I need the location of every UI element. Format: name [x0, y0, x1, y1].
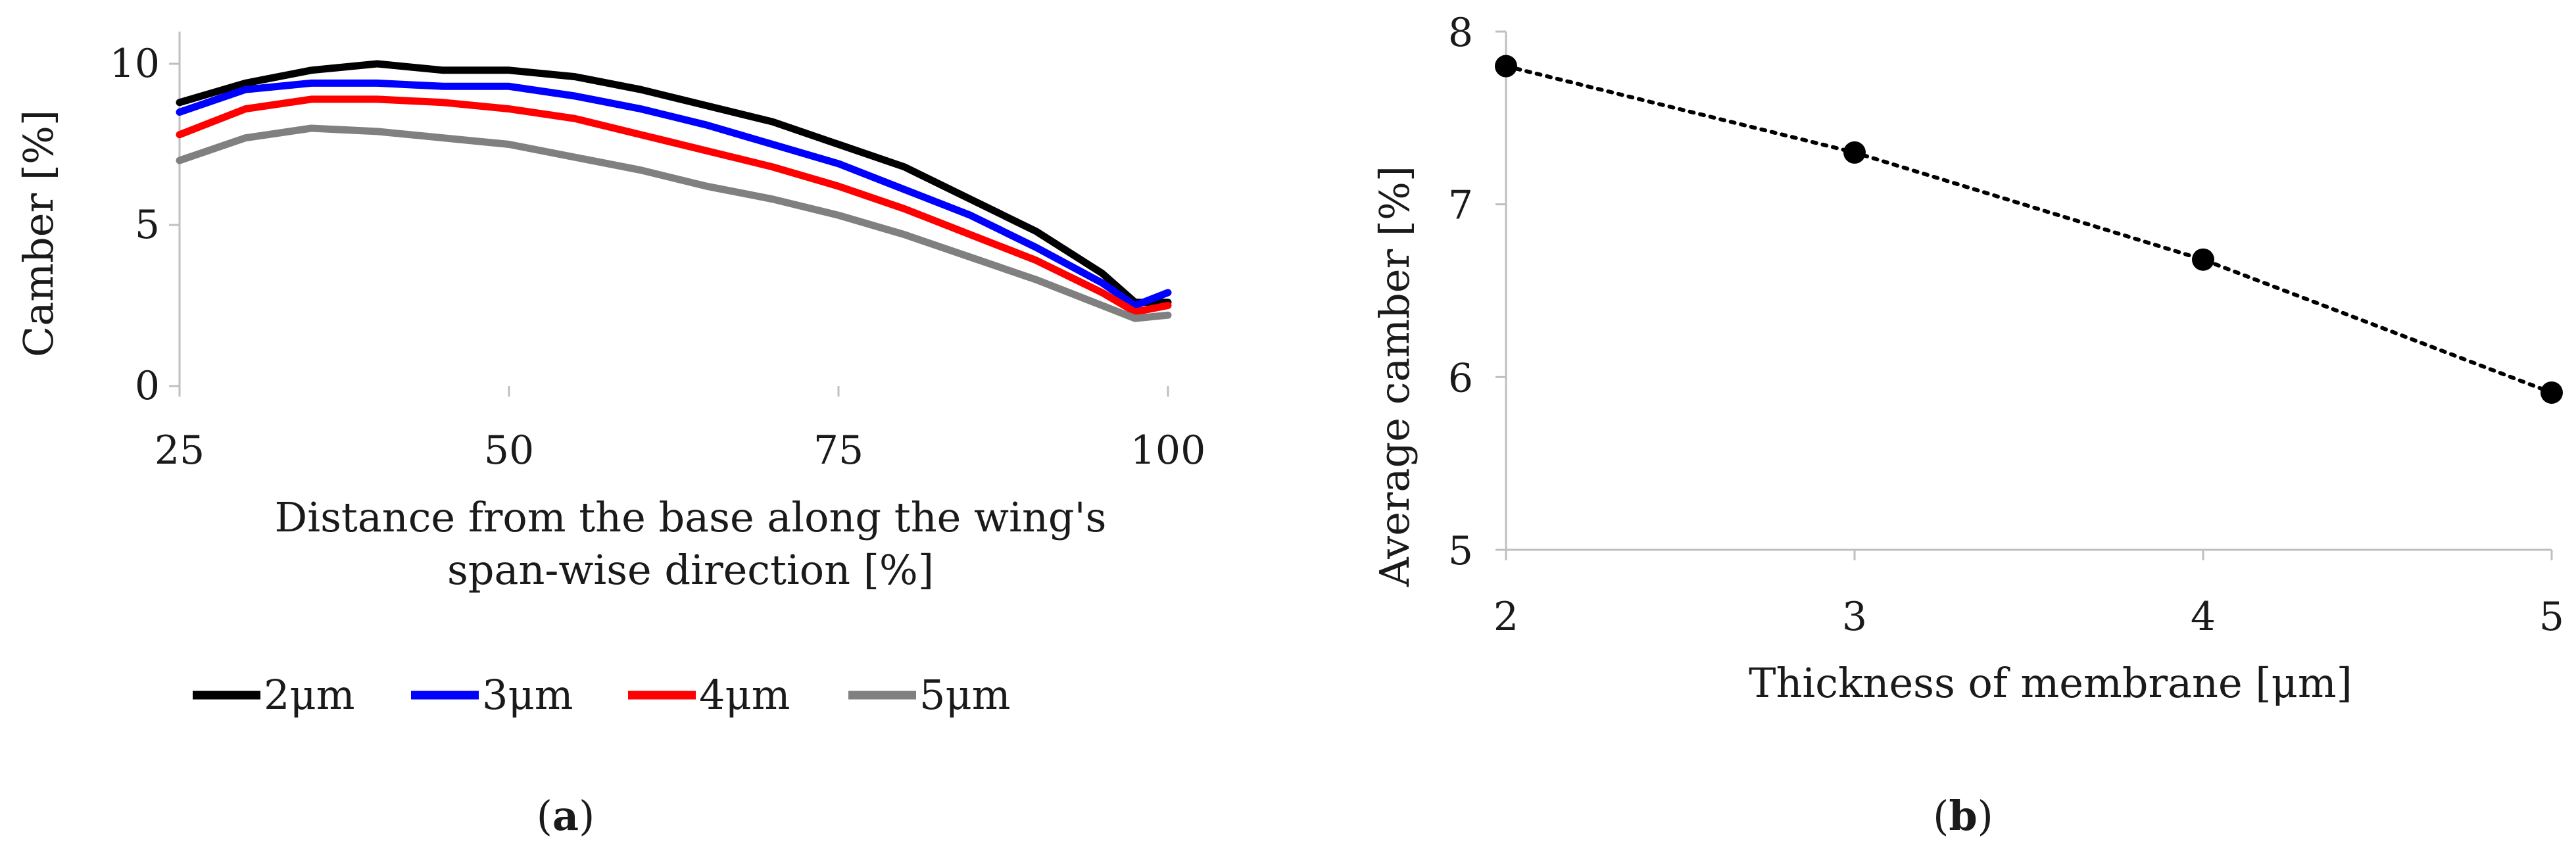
chart-a-series [176, 60, 1172, 322]
legend-label-5um: 5μm [919, 671, 1011, 719]
chart-a-y-tick-label: 0 [135, 363, 160, 409]
chart-b-point-3um [1843, 141, 1866, 164]
chart-b-x-tick-label: 4 [2191, 594, 2216, 640]
panel-b-label: (b) [1933, 792, 1993, 840]
chart-a-series-line-3um [176, 79, 1172, 309]
chart-b-axes [1495, 30, 2553, 560]
chart-a-y-tick-label: 10 [110, 41, 160, 87]
chart-b-series [1495, 55, 2563, 404]
chart-a-y-tick-labels: 0 5 10 [110, 41, 160, 409]
chart-b-x-tick-label: 3 [1842, 594, 1867, 640]
chart-a-x-axis-label-line-1: Distance from the base along the wing's [275, 493, 1107, 541]
chart-b-trendline [1504, 64, 2554, 395]
chart-a-legend: 2μm 3μm 4μm 5μm [193, 671, 1011, 719]
chart-b-x-axis-label: Thickness of membrane [μm] [1749, 659, 2352, 707]
chart-a-x-tick-label: 100 [1130, 427, 1206, 474]
chart-b-y-tick-label: 7 [1448, 183, 1473, 229]
chart-b-y-tick-labels: 5 6 7 8 [1448, 10, 1473, 574]
panel-a-close-paren: ) [579, 792, 595, 840]
legend-label-3um: 3μm [482, 671, 573, 719]
chart-b-x-tick-labels: 2 3 4 5 [1494, 594, 2564, 640]
chart-a-y-tick-label: 5 [135, 202, 160, 248]
chart-a-y-axis-label: Camber [%] [14, 110, 62, 357]
chart-camber-vs-span: 0 5 10 25 50 75 100 Camber [%] Distance from … [14, 32, 1205, 840]
chart-a-x-tick-labels: 25 50 75 100 [155, 427, 1205, 474]
chart-b-x-tick-label: 2 [1494, 594, 1519, 640]
chart-b-point-4um [2192, 248, 2214, 271]
panel-a-label: (a) [537, 792, 595, 840]
chart-a-x-tick-label: 25 [155, 427, 205, 474]
panel-b-close-paren: ) [1978, 792, 1993, 840]
panel-a-open-paren: ( [537, 792, 552, 840]
chart-b-y-tick-label: 6 [1448, 355, 1473, 401]
chart-a-axes [169, 32, 1169, 397]
panel-a-letter: a [552, 792, 579, 840]
chart-b-y-tick-label: 8 [1448, 10, 1473, 56]
legend-label-4um: 4μm [699, 671, 790, 719]
chart-a-x-axis-label-line-2: span-wise direction [%] [447, 546, 934, 594]
chart-b-y-axis-label: Average camber [%] [1371, 166, 1419, 587]
chart-a-series-line-5um [176, 124, 1172, 322]
legend-label-2um: 2μm [264, 671, 355, 719]
chart-a-x-tick-label: 75 [814, 427, 863, 474]
chart-average-camber-vs-thickness: 5 6 7 8 2 3 4 5 Average camber [%] Thickness o… [1371, 10, 2564, 840]
chart-a-x-tick-label: 50 [484, 427, 534, 474]
panel-b-open-paren: ( [1933, 792, 1949, 840]
chart-a-series-line-2um [176, 60, 1172, 306]
chart-b-x-tick-label: 5 [2539, 594, 2564, 640]
chart-a-series-line-4um [176, 95, 1172, 316]
chart-b-point-2um [1495, 55, 1517, 78]
panel-b-letter: b [1949, 792, 1977, 840]
chart-b-y-tick-label: 5 [1448, 528, 1473, 574]
chart-b-point-5um [2540, 381, 2563, 404]
